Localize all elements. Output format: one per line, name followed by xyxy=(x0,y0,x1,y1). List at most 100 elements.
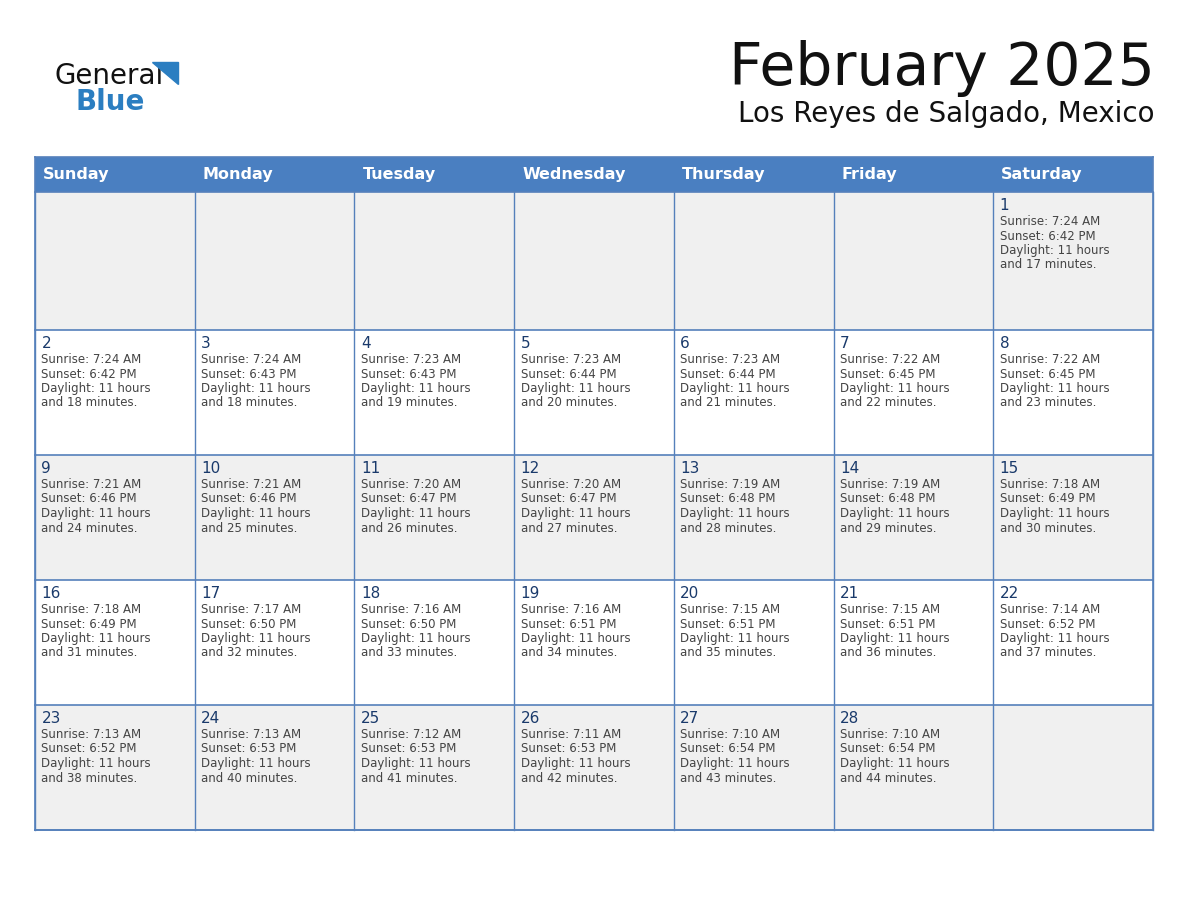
Text: Sunrise: 7:20 AM: Sunrise: 7:20 AM xyxy=(520,478,620,491)
Text: and 27 minutes.: and 27 minutes. xyxy=(520,521,617,534)
Text: and 36 minutes.: and 36 minutes. xyxy=(840,646,936,659)
Text: Sunset: 6:47 PM: Sunset: 6:47 PM xyxy=(361,492,456,506)
Text: Sunrise: 7:22 AM: Sunrise: 7:22 AM xyxy=(999,353,1100,366)
Text: Sunset: 6:43 PM: Sunset: 6:43 PM xyxy=(201,367,297,380)
Text: Sunrise: 7:13 AM: Sunrise: 7:13 AM xyxy=(201,728,302,741)
Text: 25: 25 xyxy=(361,711,380,726)
Text: and 37 minutes.: and 37 minutes. xyxy=(999,646,1097,659)
Text: Daylight: 11 hours: Daylight: 11 hours xyxy=(520,757,630,770)
Text: Daylight: 11 hours: Daylight: 11 hours xyxy=(681,632,790,645)
Text: 22: 22 xyxy=(999,586,1019,601)
Text: 18: 18 xyxy=(361,586,380,601)
Text: 17: 17 xyxy=(201,586,220,601)
Bar xyxy=(34,705,1154,830)
Text: and 18 minutes.: and 18 minutes. xyxy=(201,397,297,409)
Bar xyxy=(34,455,1154,580)
Text: Daylight: 11 hours: Daylight: 11 hours xyxy=(361,382,470,395)
Text: 24: 24 xyxy=(201,711,220,726)
Text: Daylight: 11 hours: Daylight: 11 hours xyxy=(840,507,949,520)
Text: Daylight: 11 hours: Daylight: 11 hours xyxy=(201,382,311,395)
Text: Wednesday: Wednesday xyxy=(523,167,626,182)
Text: Sunset: 6:52 PM: Sunset: 6:52 PM xyxy=(42,743,137,756)
Text: Sunrise: 7:22 AM: Sunrise: 7:22 AM xyxy=(840,353,940,366)
Text: 2: 2 xyxy=(42,336,51,351)
Text: Daylight: 11 hours: Daylight: 11 hours xyxy=(361,507,470,520)
Text: Sunset: 6:42 PM: Sunset: 6:42 PM xyxy=(999,230,1095,242)
Text: Daylight: 11 hours: Daylight: 11 hours xyxy=(840,757,949,770)
Text: and 44 minutes.: and 44 minutes. xyxy=(840,771,936,785)
Text: 28: 28 xyxy=(840,711,859,726)
Text: 4: 4 xyxy=(361,336,371,351)
Text: Sunset: 6:45 PM: Sunset: 6:45 PM xyxy=(999,367,1095,380)
Text: and 18 minutes.: and 18 minutes. xyxy=(42,397,138,409)
Text: Sunrise: 7:11 AM: Sunrise: 7:11 AM xyxy=(520,728,621,741)
Text: and 26 minutes.: and 26 minutes. xyxy=(361,521,457,534)
Text: Sunset: 6:42 PM: Sunset: 6:42 PM xyxy=(42,367,137,380)
Text: Sunrise: 7:23 AM: Sunrise: 7:23 AM xyxy=(520,353,620,366)
Text: Sunrise: 7:10 AM: Sunrise: 7:10 AM xyxy=(681,728,781,741)
Text: Daylight: 11 hours: Daylight: 11 hours xyxy=(42,507,151,520)
Text: Sunrise: 7:17 AM: Sunrise: 7:17 AM xyxy=(201,603,302,616)
Bar xyxy=(34,192,1154,330)
Text: Sunset: 6:49 PM: Sunset: 6:49 PM xyxy=(999,492,1095,506)
Text: Sunrise: 7:12 AM: Sunrise: 7:12 AM xyxy=(361,728,461,741)
Text: and 35 minutes.: and 35 minutes. xyxy=(681,646,777,659)
Text: Sunrise: 7:16 AM: Sunrise: 7:16 AM xyxy=(361,603,461,616)
Text: Daylight: 11 hours: Daylight: 11 hours xyxy=(520,382,630,395)
Text: Blue: Blue xyxy=(76,88,145,116)
Text: 12: 12 xyxy=(520,461,539,476)
Text: and 21 minutes.: and 21 minutes. xyxy=(681,397,777,409)
Text: 26: 26 xyxy=(520,711,539,726)
Text: Sunrise: 7:13 AM: Sunrise: 7:13 AM xyxy=(42,728,141,741)
Text: Sunset: 6:51 PM: Sunset: 6:51 PM xyxy=(681,618,776,631)
Text: Sunset: 6:46 PM: Sunset: 6:46 PM xyxy=(201,492,297,506)
Text: 13: 13 xyxy=(681,461,700,476)
Text: Sunset: 6:45 PM: Sunset: 6:45 PM xyxy=(840,367,935,380)
Text: Sunset: 6:48 PM: Sunset: 6:48 PM xyxy=(681,492,776,506)
Text: Daylight: 11 hours: Daylight: 11 hours xyxy=(201,757,311,770)
Text: 9: 9 xyxy=(42,461,51,476)
Text: and 30 minutes.: and 30 minutes. xyxy=(999,521,1095,534)
Text: Sunrise: 7:21 AM: Sunrise: 7:21 AM xyxy=(201,478,302,491)
Text: February 2025: February 2025 xyxy=(729,40,1155,97)
Text: Daylight: 11 hours: Daylight: 11 hours xyxy=(42,632,151,645)
Text: and 19 minutes.: and 19 minutes. xyxy=(361,397,457,409)
Text: Daylight: 11 hours: Daylight: 11 hours xyxy=(201,507,311,520)
Text: Daylight: 11 hours: Daylight: 11 hours xyxy=(42,757,151,770)
Text: and 40 minutes.: and 40 minutes. xyxy=(201,771,297,785)
Text: Daylight: 11 hours: Daylight: 11 hours xyxy=(999,244,1110,257)
Text: Daylight: 11 hours: Daylight: 11 hours xyxy=(42,382,151,395)
Text: Sunset: 6:53 PM: Sunset: 6:53 PM xyxy=(361,743,456,756)
Text: Sunrise: 7:14 AM: Sunrise: 7:14 AM xyxy=(999,603,1100,616)
Text: and 33 minutes.: and 33 minutes. xyxy=(361,646,457,659)
Text: Tuesday: Tuesday xyxy=(362,167,436,182)
Text: 23: 23 xyxy=(42,711,61,726)
Text: 27: 27 xyxy=(681,711,700,726)
Text: 16: 16 xyxy=(42,586,61,601)
Text: Sunset: 6:53 PM: Sunset: 6:53 PM xyxy=(520,743,615,756)
Bar xyxy=(34,157,1154,192)
Text: Sunrise: 7:18 AM: Sunrise: 7:18 AM xyxy=(42,603,141,616)
Text: Sunrise: 7:24 AM: Sunrise: 7:24 AM xyxy=(201,353,302,366)
Text: 10: 10 xyxy=(201,461,220,476)
Text: and 41 minutes.: and 41 minutes. xyxy=(361,771,457,785)
Text: 5: 5 xyxy=(520,336,530,351)
Text: Sunrise: 7:10 AM: Sunrise: 7:10 AM xyxy=(840,728,940,741)
Text: Daylight: 11 hours: Daylight: 11 hours xyxy=(840,382,949,395)
Text: Sunset: 6:53 PM: Sunset: 6:53 PM xyxy=(201,743,297,756)
Text: and 29 minutes.: and 29 minutes. xyxy=(840,521,936,534)
Text: Sunset: 6:51 PM: Sunset: 6:51 PM xyxy=(520,618,617,631)
Text: Daylight: 11 hours: Daylight: 11 hours xyxy=(681,757,790,770)
Text: Daylight: 11 hours: Daylight: 11 hours xyxy=(361,632,470,645)
Text: Sunset: 6:46 PM: Sunset: 6:46 PM xyxy=(42,492,137,506)
Text: 20: 20 xyxy=(681,586,700,601)
Text: Sunrise: 7:15 AM: Sunrise: 7:15 AM xyxy=(681,603,781,616)
Text: and 31 minutes.: and 31 minutes. xyxy=(42,646,138,659)
Text: 8: 8 xyxy=(999,336,1010,351)
Text: Sunrise: 7:24 AM: Sunrise: 7:24 AM xyxy=(999,215,1100,228)
Text: Sunrise: 7:16 AM: Sunrise: 7:16 AM xyxy=(520,603,621,616)
Text: and 38 minutes.: and 38 minutes. xyxy=(42,771,138,785)
Text: Sunrise: 7:20 AM: Sunrise: 7:20 AM xyxy=(361,478,461,491)
Text: and 34 minutes.: and 34 minutes. xyxy=(520,646,617,659)
Text: 11: 11 xyxy=(361,461,380,476)
